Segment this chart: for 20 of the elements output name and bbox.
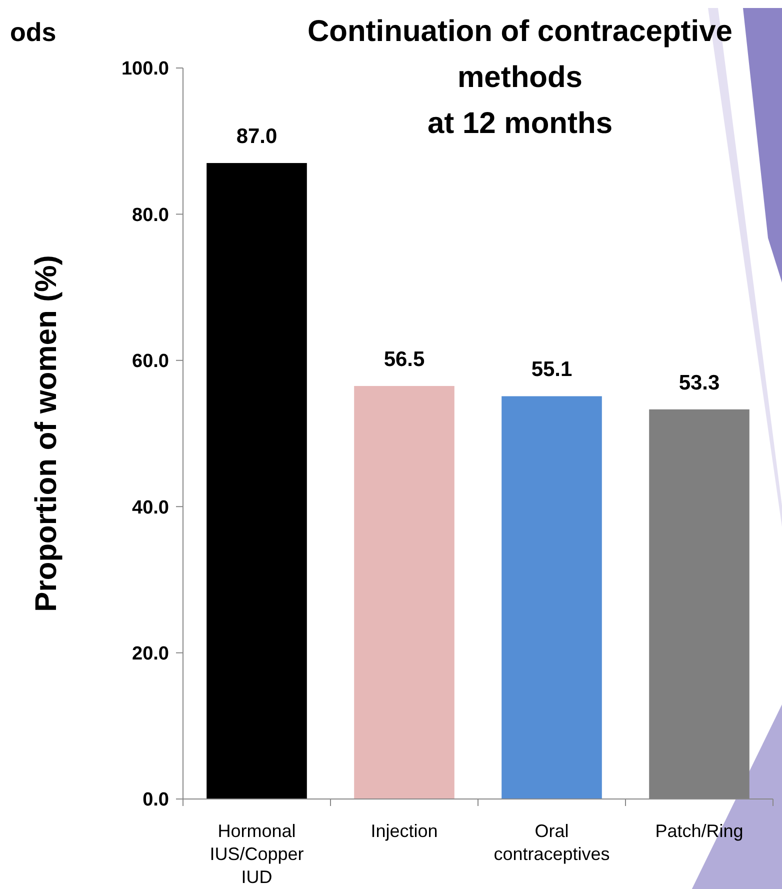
- data-label: 55.1: [531, 358, 573, 382]
- y-tick-label: 0.0: [142, 790, 169, 811]
- data-label: 87.0: [236, 125, 278, 148]
- y-tick-label: 40.0: [132, 497, 169, 518]
- y-tick-label: 100.0: [121, 58, 169, 80]
- bar: [502, 396, 602, 799]
- x-tick-label: Hormonal IUS/Copper IUD: [210, 821, 304, 887]
- y-tick-label: 20.0: [132, 643, 169, 664]
- x-tick-label: Oral contraceptives: [494, 821, 610, 864]
- data-label: 53.3: [678, 371, 720, 394]
- text: ods: [10, 17, 56, 47]
- x-tick-label: Injection: [370, 821, 438, 841]
- bar: [354, 386, 454, 799]
- y-tick-label: 80.0: [132, 204, 169, 226]
- x-tick-label: Patch/Ring: [655, 821, 744, 841]
- y-axis-title: Proportion of women (%): [30, 255, 63, 612]
- y-tick-label: 60.0: [132, 351, 169, 372]
- chart-title: Continuation of contraceptive methods at 12 months: [307, 15, 733, 140]
- bar: [206, 163, 307, 799]
- data-label: 56.5: [384, 348, 426, 371]
